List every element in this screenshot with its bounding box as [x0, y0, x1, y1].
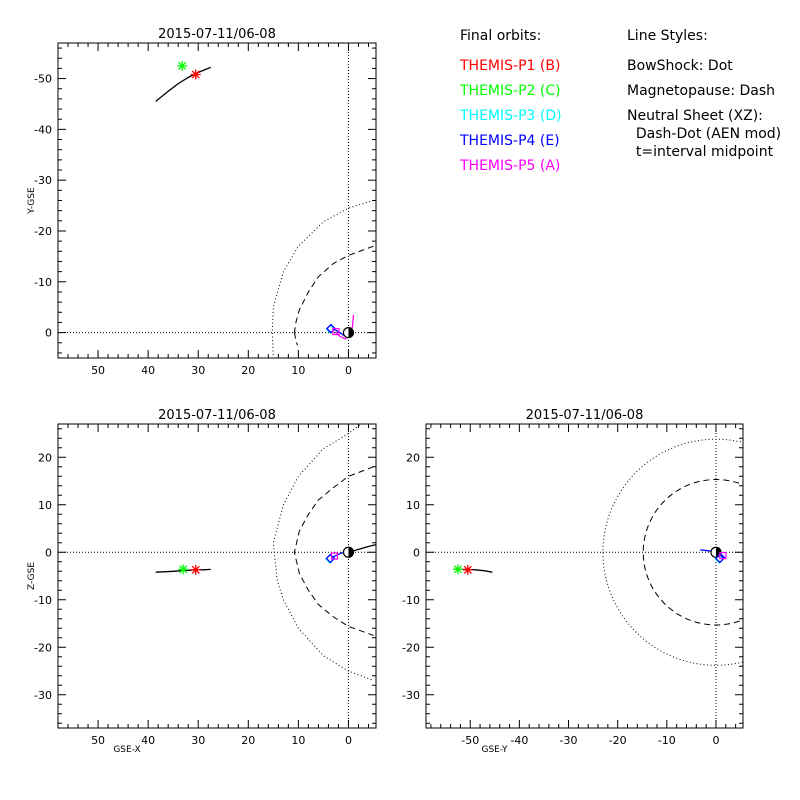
chart-title: 2015-07-11/06-08: [158, 27, 276, 42]
chart-title: 2015-07-11/06-08: [526, 408, 644, 423]
probe-marker-asterisk: [190, 69, 201, 80]
plot-frame: [425, 423, 744, 729]
magnetopause-curve-tail: [293, 332, 298, 346]
y-tick-label: 20: [38, 451, 52, 464]
probe-marker-square: [330, 552, 339, 560]
plot-yz-plane: -50 -40 -30 -20 -10 0 20 10 0 -10 -20 -30 2015-07-11…: [402, 408, 744, 755]
y-tick-label: -10: [34, 594, 52, 607]
y-tick-label: 10: [38, 499, 52, 512]
probe-marker-diamond: [325, 553, 336, 564]
plot-xy-plane: 50 40 30 20 10 0 0 -10 -20 -30 -40 -50 2015-07-11/06…: [27, 27, 377, 377]
plot-area: [426, 424, 743, 728]
legend-style-dash-dot: Dash-Dot (AEN mod): [627, 126, 781, 142]
x-tick-label: 50: [91, 364, 105, 377]
legend-style-neutral-sheet: Neutral Sheet (XZ):: [627, 108, 763, 124]
x-axis-label: GSE-Y: [481, 745, 508, 755]
y-tick-label: 0: [413, 546, 420, 559]
plot-frame: [57, 423, 377, 729]
x-tick-label: 0: [345, 364, 352, 377]
y-tick-label: -30: [402, 689, 420, 702]
y-tick-label: -20: [402, 641, 420, 654]
x-tick-label: 30: [191, 364, 205, 377]
legend-item-p3: THEMIS-P3 (D): [459, 108, 562, 124]
x-tick-label: 20: [241, 734, 255, 747]
y-tick-label: -30: [34, 174, 52, 187]
plot-area: [58, 43, 376, 358]
asterisk-stroke: [178, 61, 187, 70]
plot-frame: [57, 42, 377, 359]
y-tick-label: -10: [34, 276, 52, 289]
asterisk-stroke: [453, 565, 463, 574]
y-tick-label: 0: [45, 327, 52, 340]
legend-orbits-header: Final orbits:: [460, 28, 541, 44]
y-axis-label: Z-GSE: [27, 562, 37, 590]
x-tick-label: 40: [141, 734, 155, 747]
x-tick-label: 10: [291, 364, 305, 377]
x-tick-label: -10: [658, 734, 676, 747]
y-tick-label: -30: [34, 689, 52, 702]
x-axis-label: GSE-X: [113, 745, 140, 755]
probe-marker-asterisk: [452, 564, 463, 575]
legend: Final orbits: THEMIS-P1 (B) THEMIS-P2 (C…: [459, 28, 781, 174]
plot-xz-plane: 50 40 30 20 10 0 20 10 0 -10 -20 -30 2015-07-11/06-0…: [27, 408, 377, 755]
earth-night-side: [348, 547, 354, 558]
plot-area: [58, 424, 376, 728]
x-tick-label: 20: [241, 364, 255, 377]
legend-style-midpoint: t=interval midpoint: [627, 144, 774, 160]
legend-item-p2: THEMIS-P2 (C): [459, 83, 561, 99]
legend-style-magnetopause: Magnetopause: Dash: [627, 83, 775, 99]
legend-item-p1: THEMIS-P1 (B): [459, 58, 560, 74]
earth-night-side: [348, 327, 354, 338]
y-tick-label: 20: [406, 451, 420, 464]
bowshock-curve: [271, 200, 374, 358]
y-tick-label: -20: [34, 225, 52, 238]
x-tick-label: 40: [141, 364, 155, 377]
x-tick-label: 10: [291, 734, 305, 747]
x-tick-label: 30: [191, 734, 205, 747]
magnetopause-curve: [642, 479, 743, 626]
chart-title: 2015-07-11/06-08: [158, 408, 276, 423]
asterisk-stroke: [463, 565, 472, 574]
x-tick-label: -40: [510, 734, 528, 747]
legend-styles-header: Line Styles:: [627, 28, 708, 44]
asterisk-stroke: [191, 70, 200, 79]
probe-marker-asterisk: [190, 564, 201, 575]
x-tick-label: 50: [91, 734, 105, 747]
asterisk-stroke: [179, 565, 188, 574]
probe-marker-square: [332, 327, 340, 336]
probe-marker-asterisk: [177, 60, 188, 71]
y-tick-label: -40: [34, 123, 52, 136]
y-tick-label: 0: [45, 546, 52, 559]
y-tick-label: 10: [406, 499, 420, 512]
legend-item-p5: THEMIS-P5 (A): [459, 158, 560, 174]
legend-style-bowshock: BowShock: Dot: [627, 58, 733, 74]
y-axis-label: Y-GSE: [27, 187, 37, 215]
asterisk-stroke: [191, 565, 200, 574]
probe-marker-asterisk: [462, 564, 473, 575]
probe-marker-square: [719, 551, 727, 560]
orbit-track: [155, 66, 211, 102]
x-tick-label: -30: [560, 734, 578, 747]
y-tick-label: -10: [402, 594, 420, 607]
probe-marker-asterisk: [178, 564, 189, 575]
magnetopause-curve: [293, 466, 374, 636]
probe-marker-diamond: [714, 553, 725, 564]
bowshock-curve: [602, 438, 743, 666]
magnetopause-curve: [293, 245, 374, 333]
y-tick-label: -50: [34, 73, 52, 86]
probe-marker-diamond: [326, 323, 336, 334]
legend-item-p4: THEMIS-P4 (E): [459, 133, 560, 149]
x-tick-label: -50: [461, 734, 479, 747]
y-tick-label: -20: [34, 641, 52, 654]
x-tick-label: -20: [609, 734, 627, 747]
x-tick-label: 0: [345, 734, 352, 747]
bowshock-curve: [272, 424, 374, 681]
x-tick-label: 0: [712, 734, 719, 747]
